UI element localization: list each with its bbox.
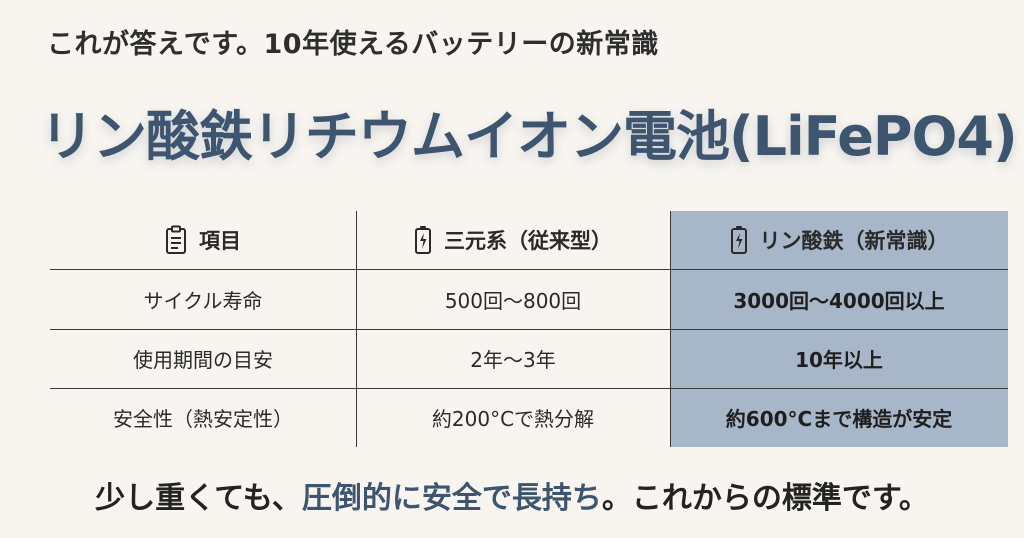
row-item-cell: 使用期間の目安 (133, 348, 273, 372)
battery-charging-icon (730, 226, 747, 254)
page-subtitle: これが答えです。10年使えるバッテリーの新常識 (47, 29, 659, 60)
column-divider (670, 211, 671, 447)
footer-text-part1: 少し重くても、 (95, 481, 302, 516)
row-divider (50, 329, 1008, 330)
row-lifepo4-cell: 3000回～4000回以上 (733, 288, 945, 313)
header-label-item: 項目 (199, 229, 241, 253)
clipboard-icon (166, 225, 186, 254)
row-conventional-cell: 500回～800回 (444, 288, 582, 313)
table-row: 使用期間の目安 2年～3年 10年以上 (50, 329, 1008, 388)
column-divider (356, 211, 357, 447)
footer-highlight: 圧倒的に安全で長持ち (301, 481, 602, 516)
row-lifepo4-cell: 10年以上 (795, 348, 883, 372)
row-item-cell: サイクル寿命 (143, 288, 263, 313)
table-row: サイクル寿命 500回～800回 3000回～4000回以上 (50, 269, 1008, 329)
header-cell-conventional: 三元系（従来型） (356, 211, 670, 269)
row-lifepo4-cell: 約600°Cまで構造が安定 (725, 407, 953, 431)
table-row: 安全性（熱安定性） 約200°Cで熱分解 約600°Cまで構造が安定 (50, 388, 1008, 447)
page-title: リン酸鉄リチウムイオン電池(LiFePO4) (40, 105, 1018, 168)
row-divider (50, 269, 1008, 270)
header-label-conventional: 三元系（従来型） (444, 229, 612, 253)
comparison-table: 項目 三元系（従来型） リン酸鉄（新常識） サイクル寿命 500回～800回 3… (50, 211, 1008, 447)
footer-text-part2: 。これからの標準です。 (601, 481, 929, 516)
header-label-lifepo4: リン酸鉄（新常識） (759, 229, 949, 253)
table-header-row: 項目 三元系（従来型） リン酸鉄（新常識） (50, 211, 1008, 269)
row-item-cell: 安全性（熱安定性） (113, 407, 293, 431)
battery-charging-icon (415, 226, 431, 254)
footer-tagline: 少し重くても、圧倒的に安全で長持ち。これからの標準です。 (0, 473, 1024, 517)
header-cell-item: 項目 (50, 211, 356, 269)
row-divider (50, 388, 1008, 389)
header-cell-lifepo4: リン酸鉄（新常識） (670, 211, 1008, 269)
row-conventional-cell: 2年～3年 (470, 348, 556, 372)
row-conventional-cell: 約200°Cで熱分解 (431, 407, 595, 431)
